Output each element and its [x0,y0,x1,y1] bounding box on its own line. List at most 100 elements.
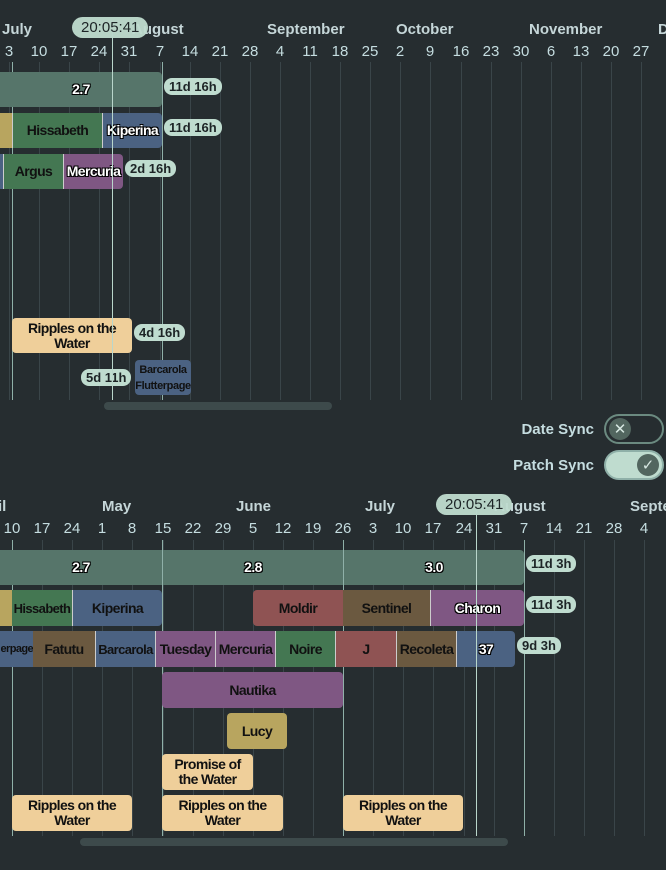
day-label: 20 [602,43,620,60]
gridline [521,62,522,400]
event-bar[interactable]: Promise of the Water [162,754,253,790]
banner-bar[interactable]: Noire [275,631,335,667]
patch-bar[interactable]: 2.8 [162,550,343,585]
event-bar[interactable]: Ripples on the Water [12,795,132,831]
banner-bar[interactable]: Barcarola [95,631,155,667]
banner-bar[interactable]: Charon [430,590,524,626]
gridline [581,62,582,400]
day-label: 24 [90,43,108,60]
month-label: D [658,21,666,38]
banner-bar[interactable] [0,113,12,148]
day-label: 23 [482,43,500,60]
day-label: 17 [33,520,51,537]
banner-bar[interactable] [0,590,12,626]
event-bar[interactable]: Ripples on the Water [343,795,463,831]
day-label: 6 [546,43,556,60]
gridline [69,62,70,400]
day-label: 4 [275,43,285,60]
gridline [9,62,10,400]
gridline [343,540,344,836]
day-label: 14 [545,520,563,537]
gridline [491,62,492,400]
gridline [250,62,251,400]
month-label: il [0,498,7,515]
duration-badge: 11d 16h [164,119,222,136]
banner-bar[interactable]: J [335,631,396,667]
day-label: 28 [241,43,259,60]
day-label: 28 [605,520,623,537]
day-label: 17 [60,43,78,60]
day-label: 1 [97,520,107,537]
patch-bar[interactable]: 2.7 [0,72,162,107]
gridline [644,540,645,836]
gridline [554,540,555,836]
gridline [129,62,130,400]
day-label: 19 [304,520,322,537]
gridline [340,62,341,400]
patch-bar[interactable]: 2.7 [0,550,162,585]
month-label: October [396,21,454,38]
event-bar[interactable]: Barcarola Flutterpage [135,360,191,395]
duration-badge: 11d 3h [526,555,577,572]
gridline [39,62,40,400]
gridline [220,62,221,400]
day-label: 16 [452,43,470,60]
gridline [611,62,612,400]
banner-bar[interactable]: Fatutu [33,631,95,667]
banner-bar[interactable]: Kiperina [102,113,162,148]
banner-bar[interactable]: 37 [456,631,515,667]
banner-bar[interactable]: Argus [3,154,63,189]
gridline [72,540,73,836]
day-label: 7 [519,520,529,537]
banner-bar[interactable]: Kiperina [72,590,162,626]
gridline [551,62,552,400]
date-sync-toggle[interactable]: ✕ [604,414,664,444]
gridline [464,540,465,836]
month-label: November [529,21,603,38]
horizontal-scrollbar[interactable] [104,402,332,410]
patch-bar[interactable]: 3.0 [343,550,524,585]
day-label: 10 [394,520,412,537]
month-label: September [267,21,345,38]
day-label: 26 [334,520,352,537]
banner-bar[interactable]: Nautika [162,672,343,708]
banner-bar[interactable]: Lucy [227,713,287,749]
banner-bar[interactable]: Hissabeth [12,113,102,148]
day-label: 24 [63,520,81,537]
gridline [12,540,13,836]
date-sync-label: Date Sync [521,421,594,438]
month-boundary-line [12,62,13,400]
banner-bar[interactable]: Sentinel [343,590,430,626]
day-label: 9 [425,43,435,60]
event-bar[interactable]: Ripples on the Water [162,795,283,831]
gridline [494,540,495,836]
day-label: 24 [455,520,473,537]
gridline [280,62,281,400]
banner-bar[interactable]: Moldir [253,590,343,626]
day-label: 30 [512,43,530,60]
banner-bar[interactable]: Hissabeth [12,590,72,626]
horizontal-scrollbar[interactable] [80,838,508,846]
duration-badge: 9d 3h [517,637,561,654]
event-bar[interactable]: Ripples on the Water [12,318,132,353]
banner-bar[interactable]: Mercuria [63,154,123,189]
banner-bar[interactable]: Recoleta [396,631,456,667]
day-label: 2 [395,43,405,60]
gridline [433,540,434,836]
banner-bar[interactable]: erpage [0,631,33,667]
banner-bar[interactable] [0,154,3,189]
gridline [102,540,103,836]
patch-sync-toggle[interactable]: ✓ [604,450,664,480]
month-label: July [2,21,33,38]
day-label: 3 [4,43,14,60]
gridline [403,540,404,836]
banner-bar[interactable]: Tuesday [155,631,215,667]
day-label: 21 [211,43,229,60]
gridline [400,62,401,400]
day-label: 22 [184,520,202,537]
banner-bar[interactable]: Mercuria [215,631,275,667]
day-label: 5 [248,520,258,537]
duration-badge: 5d 11h [81,369,132,386]
gridline [132,540,133,836]
gridline [99,62,100,400]
